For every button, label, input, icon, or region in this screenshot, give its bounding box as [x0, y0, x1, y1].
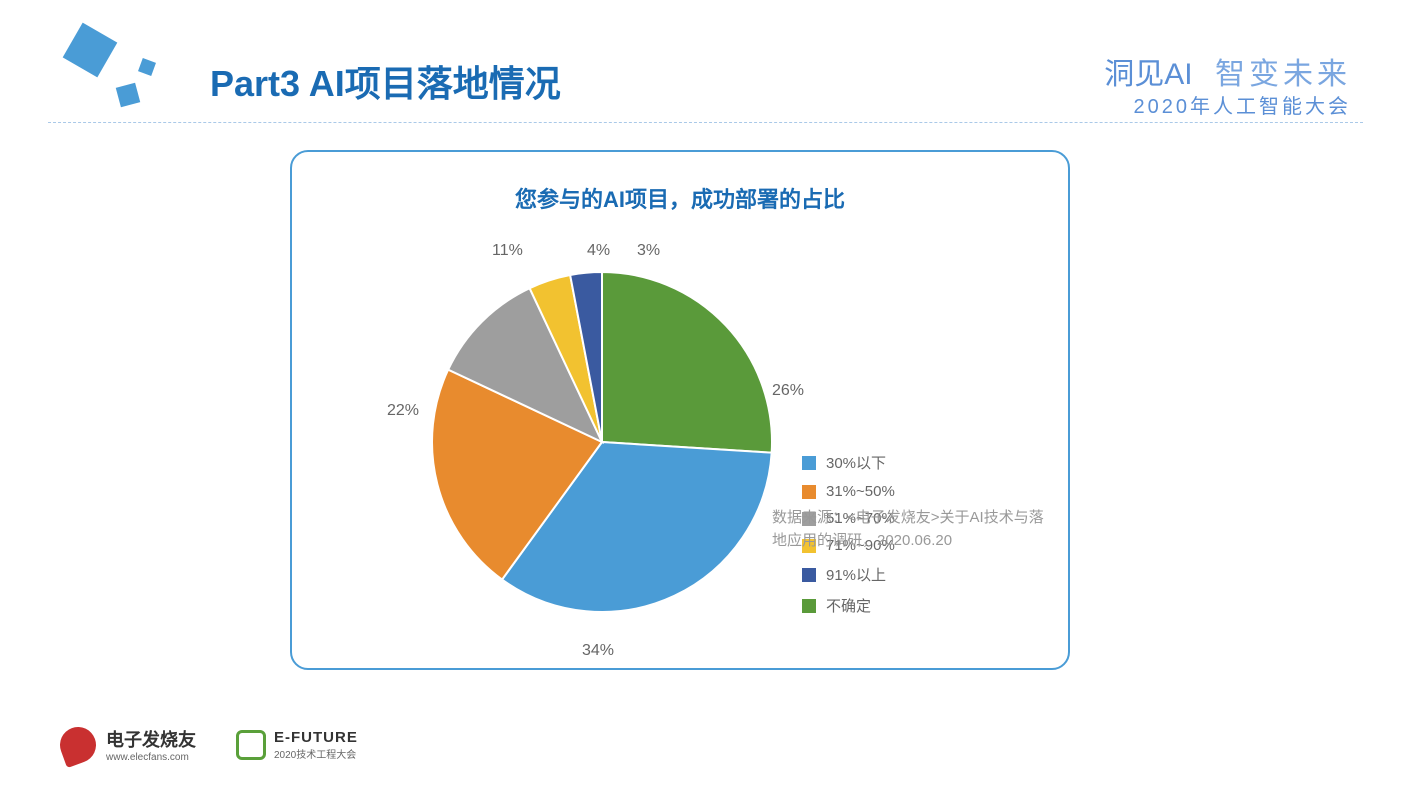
flame-icon	[55, 721, 101, 767]
brand-text-b: 智变未来	[1215, 58, 1351, 91]
page-title: Part3 AI项目落地情况	[210, 55, 561, 107]
logo1-en: www.elecfans.com	[106, 752, 196, 763]
legend-label: 31%~50%	[826, 483, 895, 500]
footer: 电子发烧友 www.elecfans.com E-FUTURE 2020技术工程…	[60, 726, 358, 763]
legend-label: 不确定	[826, 595, 871, 616]
logo-elecfans: 电子发烧友 www.elecfans.com	[60, 726, 196, 763]
pie-svg	[432, 272, 772, 612]
legend-item: 不确定	[802, 595, 1052, 616]
pie-label: 11%	[492, 242, 523, 260]
brand-text-a: 洞见AI	[1104, 58, 1192, 91]
source-note: 数据来源：<电子发烧友>关于AI技术与落地应用的调研，2020.06.20	[772, 507, 1052, 552]
pie-label: 3%	[637, 242, 660, 260]
legend-item: 31%~50%	[802, 483, 1052, 500]
brand-block: 洞见AI 智变未来 2020年人工智能大会	[1104, 55, 1371, 120]
brand-main: 洞见AI 智变未来	[1104, 55, 1351, 94]
logo2-t1: E-FUTURE	[274, 729, 358, 746]
efuture-icon	[236, 730, 266, 760]
legend-label: 91%以上	[826, 564, 886, 585]
brand-sub: 2020年人工智能大会	[1104, 94, 1351, 120]
pie-chart: 26%34%22%11%4%3% 30%以下31%~50%51%~70%71%~…	[432, 272, 772, 612]
legend-label: 30%以下	[826, 452, 886, 473]
pie-label: 4%	[587, 242, 610, 260]
legend-swatch	[802, 485, 816, 499]
pie-label: 22%	[387, 402, 419, 420]
pie-label: 34%	[582, 642, 614, 660]
legend-swatch	[802, 456, 816, 470]
logo-efuture: E-FUTURE 2020技术工程大会	[236, 729, 358, 761]
legend-item: 30%以下	[802, 452, 1052, 473]
legend-swatch	[802, 568, 816, 582]
chart-title: 您参与的AI项目，成功部署的占比	[292, 182, 1068, 214]
header: Part3 AI项目落地情况 洞见AI 智变未来 2020年人工智能大会	[0, 55, 1411, 120]
pie-label: 26%	[772, 382, 804, 400]
header-divider	[48, 122, 1363, 123]
pie-slice	[602, 272, 772, 453]
chart-card: 您参与的AI项目，成功部署的占比 26%34%22%11%4%3% 30%以下3…	[290, 150, 1070, 670]
logo2-t2: 2020技术工程大会	[274, 746, 358, 761]
logo1-cn: 电子发烧友	[106, 726, 196, 752]
legend-item: 91%以上	[802, 564, 1052, 585]
legend-swatch	[802, 599, 816, 613]
